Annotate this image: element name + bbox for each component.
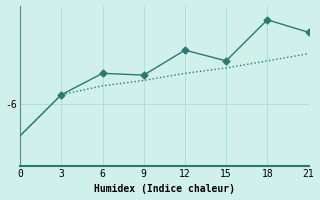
- X-axis label: Humidex (Indice chaleur): Humidex (Indice chaleur): [94, 184, 235, 194]
